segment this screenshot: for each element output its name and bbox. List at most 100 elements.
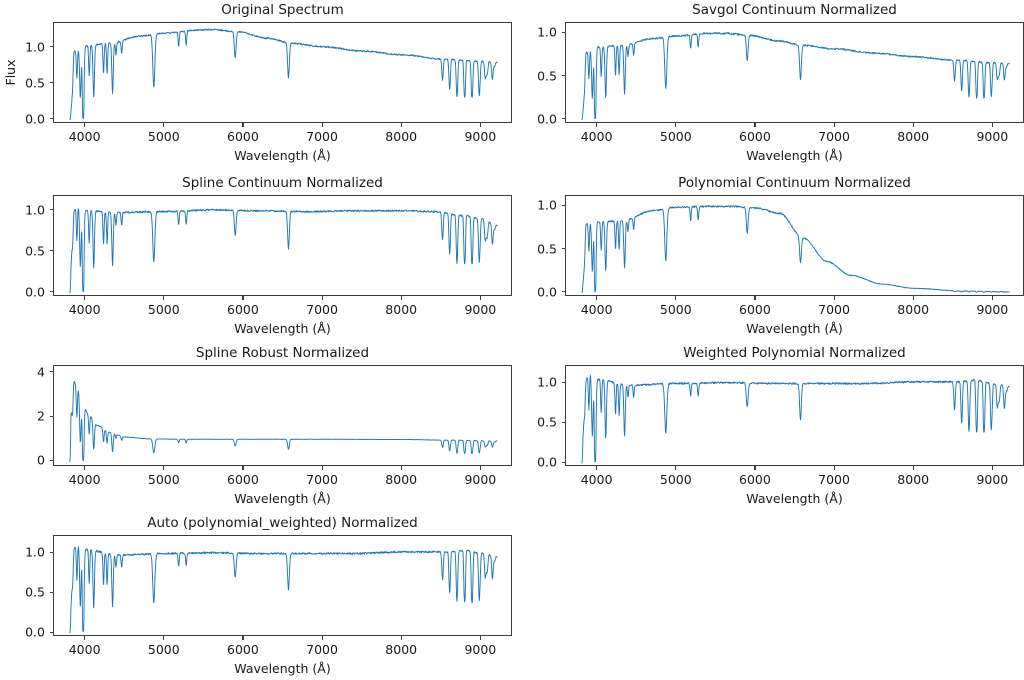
x-axis-label-spline: Wavelength (Å) bbox=[234, 321, 331, 336]
x-tick-label: 4000 bbox=[68, 129, 101, 144]
x-tickmark bbox=[675, 123, 677, 127]
panel-title-spline: Spline Continuum Normalized bbox=[182, 175, 383, 191]
plot-area-auto bbox=[53, 535, 512, 636]
y-tick-label: 0.5 bbox=[537, 414, 557, 430]
x-tickmark bbox=[479, 296, 481, 300]
plot-area-spline_robust bbox=[53, 365, 512, 466]
x-tickmark bbox=[163, 123, 165, 127]
x-tick-label: 7000 bbox=[306, 472, 338, 487]
x-tick-label: 5000 bbox=[659, 129, 692, 144]
x-tick-label: 7000 bbox=[306, 129, 338, 144]
x-tick-label: 7000 bbox=[818, 472, 850, 487]
y-tick-label: 0.0 bbox=[537, 284, 557, 300]
x-axis-label-auto: Wavelength (Å) bbox=[234, 661, 331, 676]
y-tickmark bbox=[49, 459, 53, 462]
y-tick-label: 1.0 bbox=[537, 197, 557, 213]
x-tickmark bbox=[84, 296, 86, 300]
x-tick-label: 8000 bbox=[897, 472, 930, 487]
spectrum-line-original bbox=[69, 28, 498, 121]
x-tickmark bbox=[400, 123, 402, 127]
y-tick-label: 0.0 bbox=[25, 284, 45, 300]
x-tickmark bbox=[754, 466, 756, 470]
x-tickmark bbox=[754, 296, 756, 300]
y-tick-label: 0.5 bbox=[25, 243, 45, 259]
x-axis-label-savgol: Wavelength (Å) bbox=[746, 148, 843, 163]
y-tickmark bbox=[49, 82, 53, 84]
y-tick-label: 0 bbox=[37, 452, 45, 468]
y-tickmark bbox=[561, 31, 565, 33]
panel-title-polynomial: Polynomial Continuum Normalized bbox=[678, 175, 911, 191]
x-tick-label: 9000 bbox=[464, 642, 497, 657]
y-tickmark bbox=[561, 381, 565, 384]
x-tick-label: 4000 bbox=[580, 302, 613, 317]
x-tick-label: 9000 bbox=[976, 302, 1009, 317]
x-tickmark bbox=[991, 123, 993, 127]
x-tick-label: 5000 bbox=[147, 472, 180, 487]
panel-savgol: Savgol Continuum Normalized 0.0 0.5 1.0 4000… bbox=[512, 2, 1024, 163]
x-tickmark bbox=[833, 296, 835, 300]
panel-auto: Auto (polynomial_weighted) Normalized 0.0… bbox=[0, 515, 512, 676]
y-tick-label: 0.0 bbox=[25, 111, 45, 127]
y-tickmark bbox=[49, 291, 53, 293]
plot-area-polynomial bbox=[565, 195, 1024, 296]
y-tick-label: 0.5 bbox=[537, 241, 557, 257]
x-tickmark bbox=[912, 123, 914, 127]
y-tick-label: 0.5 bbox=[537, 68, 557, 84]
y-tick-label: 2 bbox=[37, 408, 45, 424]
panel-title-spline_robust: Spline Robust Normalized bbox=[195, 345, 370, 361]
panel-spline_robust: Spline Robust Normalized 0 2 4 4000 5000 6000 7… bbox=[0, 345, 512, 506]
spectrum-line-polynomial bbox=[581, 205, 1010, 294]
x-tickmark bbox=[479, 466, 481, 470]
x-tickmark bbox=[991, 466, 993, 470]
x-tickmark bbox=[400, 636, 402, 640]
x-tickmark bbox=[163, 636, 165, 640]
x-tick-label: 5000 bbox=[147, 129, 180, 144]
y-tick-label: 1.0 bbox=[537, 24, 557, 40]
x-tick-label: 5000 bbox=[659, 472, 692, 487]
y-tickmark bbox=[561, 75, 565, 77]
panel-polynomial: Polynomial Continuum Normalized 0.0 0.5 1.0… bbox=[512, 175, 1024, 336]
panel-original: Original Spectrum 0.0 0.5 1.0 4000 5000 6000 70… bbox=[0, 2, 512, 163]
x-tickmark bbox=[833, 466, 835, 470]
x-tickmark bbox=[479, 123, 481, 127]
y-tickmark bbox=[49, 250, 53, 252]
x-tickmark bbox=[833, 123, 835, 127]
spectrum-line-weighted_polynomial bbox=[581, 374, 1010, 464]
y-tick-label: 0.0 bbox=[537, 454, 557, 470]
y-tick-label: 1.0 bbox=[25, 202, 45, 218]
x-tick-label: 6000 bbox=[739, 302, 771, 317]
x-tickmark bbox=[163, 466, 165, 470]
x-tick-label: 9000 bbox=[464, 472, 497, 487]
x-tick-label: 7000 bbox=[818, 302, 850, 317]
x-tickmark bbox=[321, 296, 323, 300]
y-tickmark bbox=[49, 118, 53, 120]
x-tick-label: 6000 bbox=[227, 642, 259, 657]
y-tickmark bbox=[561, 118, 565, 120]
x-tickmark bbox=[321, 636, 323, 640]
y-tick-label: 0.5 bbox=[25, 75, 45, 91]
spectrum-line-spline_robust bbox=[69, 380, 498, 462]
panel-title-auto: Auto (polynomial_weighted) Normalized bbox=[147, 515, 418, 531]
x-tick-label: 4000 bbox=[68, 302, 101, 317]
x-tick-label: 4000 bbox=[580, 472, 613, 487]
x-tickmark bbox=[596, 466, 598, 470]
y-tickmark bbox=[49, 591, 53, 593]
x-tickmark bbox=[163, 296, 165, 300]
x-tickmark bbox=[400, 296, 402, 300]
x-tick-label: 6000 bbox=[227, 472, 259, 487]
x-tick-label: 6000 bbox=[227, 302, 259, 317]
spectrum-line-spline bbox=[69, 208, 498, 294]
x-tick-label: 5000 bbox=[147, 302, 180, 317]
x-tick-label: 9000 bbox=[464, 129, 497, 144]
x-axis-label-polynomial: Wavelength (Å) bbox=[746, 321, 843, 336]
x-tick-label: 8000 bbox=[385, 129, 418, 144]
y-tick-label: 0.0 bbox=[25, 624, 45, 640]
x-tickmark bbox=[400, 466, 402, 470]
x-tick-label: 5000 bbox=[147, 642, 180, 657]
x-tickmark bbox=[912, 296, 914, 300]
x-tickmark bbox=[242, 636, 244, 640]
y-tick-label: 0.5 bbox=[25, 584, 45, 600]
x-tickmark bbox=[479, 636, 481, 640]
x-axis-label-spline_robust: Wavelength (Å) bbox=[234, 491, 331, 506]
